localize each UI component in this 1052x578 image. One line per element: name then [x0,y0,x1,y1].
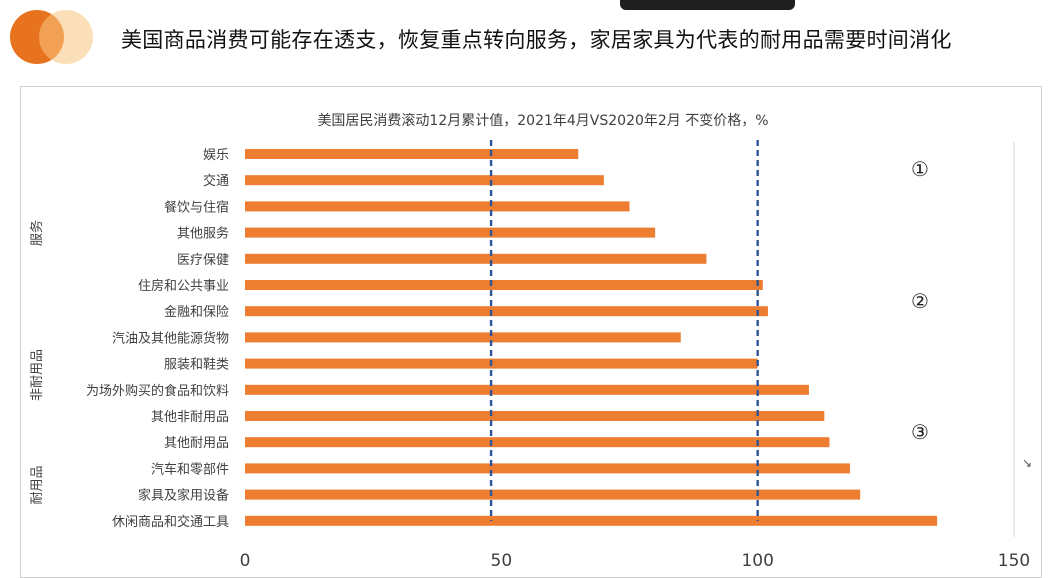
slide-headline: 美国商品消费可能存在透支，恢复重点转向服务，家居家具为代表的耐用品需要时间消化 [121,28,952,52]
chart-frame: 美国居民消费滚动12月累计值，2021年4月VS2020年2月 不变价格，% 娱… [20,86,1042,578]
bar-6 [245,280,763,290]
bar-1 [245,149,579,159]
x-tick-label: 50 [491,551,513,571]
bar-3 [245,201,630,212]
category-label: 休闲商品和交通工具 [112,514,229,530]
bar-chart: 美国居民消费滚动12月累计值，2021年4月VS2020年2月 不变价格，% 娱… [29,112,1030,571]
x-tick-label: 0 [240,551,251,571]
brand-logo [10,10,100,66]
category-label: 金融和保险 [164,304,229,320]
category-label: 为场外购买的食品和饮料 [86,383,229,399]
category-label: 家具及家用设备 [138,488,229,504]
bar-8 [245,332,681,343]
category-label: 汽车和零部件 [151,461,229,477]
annotation-marker: ① [911,157,929,181]
category-label: 餐饮与住宿 [164,199,229,215]
bar-13 [245,463,850,474]
bar-11 [245,411,825,421]
top-toolbar-tab[interactable] [620,0,795,10]
category-label: 其他非耐用品 [151,410,229,425]
group-label: 非耐用品 [30,349,45,401]
bar-9 [245,358,758,369]
category-label: 其他耐用品 [164,436,229,451]
group-label: 耐用品 [30,465,45,504]
category-label: 其他服务 [177,226,229,242]
bar-5 [245,253,707,264]
category-label: 汽油及其他能源货物 [112,330,229,346]
bar-2 [245,175,604,186]
category-label: 医疗保健 [177,253,229,268]
annotation-marker: ③ [911,420,929,444]
bar-7 [245,306,768,317]
x-tick-label: 150 [998,551,1030,571]
category-label: 交通 [203,173,229,189]
category-label: 住房和公共事业 [138,278,229,294]
chart-title: 美国居民消费滚动12月累计值，2021年4月VS2020年2月 不变价格，% [317,112,768,129]
logo-circle-light [39,10,93,64]
mouse-cursor-icon: ↘ [1022,456,1033,470]
bar-12 [245,437,830,448]
category-label: 服装和鞋类 [164,357,229,373]
category-label: 娱乐 [203,148,229,163]
bar-15 [245,515,938,526]
bar-14 [245,489,861,500]
annotation-marker: ② [911,289,929,313]
bar-10 [245,384,809,395]
x-tick-label: 100 [741,551,773,571]
bar-4 [245,227,656,238]
group-label: 服务 [29,220,45,246]
